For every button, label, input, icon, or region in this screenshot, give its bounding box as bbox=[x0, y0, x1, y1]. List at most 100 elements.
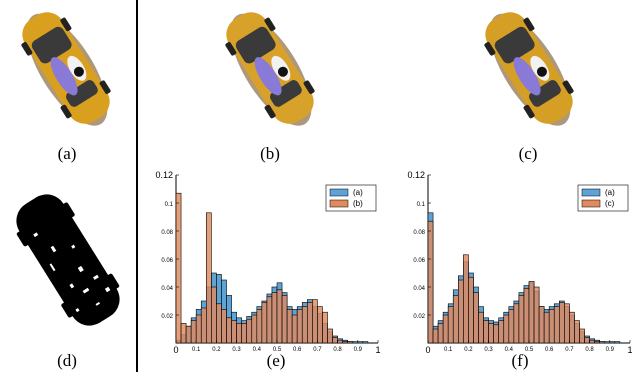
bar-series-b bbox=[211, 286, 217, 344]
bar-series-b bbox=[432, 328, 439, 344]
bar-series-b bbox=[261, 302, 268, 344]
x-tick-label: 0.8 bbox=[585, 347, 594, 353]
bar-series-b bbox=[216, 303, 222, 344]
bar-series-b bbox=[523, 288, 530, 344]
caption-f: (f) bbox=[511, 351, 529, 370]
caption-a: (a) bbox=[57, 144, 77, 163]
bar-series-b bbox=[528, 281, 535, 344]
y-tick-label: 0.06 bbox=[413, 258, 425, 264]
bar-series-b bbox=[543, 311, 550, 344]
bar-series-b bbox=[236, 323, 242, 344]
caption-b: (b) bbox=[260, 144, 280, 163]
x-tick-label: 0.8 bbox=[333, 347, 342, 353]
y-tick-label: 0.1 bbox=[417, 202, 426, 208]
car-image-a bbox=[21, 12, 111, 126]
bar-series-b bbox=[190, 320, 197, 344]
bar-series-b bbox=[266, 296, 273, 344]
bar-series-b bbox=[493, 324, 500, 344]
x-tick-label: 0.2 bbox=[464, 347, 473, 353]
bar-series-b bbox=[553, 306, 560, 344]
bar-series-b bbox=[175, 192, 182, 344]
bar-series-b bbox=[574, 320, 580, 344]
legend-label: (c) bbox=[605, 199, 615, 208]
panel-divider bbox=[136, 0, 138, 372]
caption-c: (c) bbox=[518, 144, 538, 163]
bar-series-a bbox=[357, 341, 364, 344]
x-tick-label: 0.5 bbox=[525, 347, 534, 353]
x-tick-label: 0.9 bbox=[606, 347, 615, 353]
y-tick-label: 0.12 bbox=[407, 170, 425, 180]
bar-series-b bbox=[589, 339, 595, 344]
x-tick-label: 1 bbox=[627, 345, 632, 355]
bar-series-b bbox=[483, 320, 489, 344]
y-tick-label: 0.02 bbox=[161, 314, 173, 320]
y-tick-label: 0.08 bbox=[413, 230, 425, 236]
y-tick-label: 0.08 bbox=[161, 230, 173, 236]
y-tick-label: 0.06 bbox=[161, 258, 173, 264]
x-tick-label: 0.6 bbox=[545, 347, 554, 353]
legend-swatch bbox=[581, 188, 601, 197]
x-tick-label: 0.7 bbox=[313, 347, 322, 353]
bar-series-a bbox=[362, 341, 369, 344]
bar-series-b bbox=[564, 303, 570, 344]
bar-series-b bbox=[468, 276, 474, 344]
x-tick-label: 0.3 bbox=[484, 347, 493, 353]
y-tick-label: 0.1 bbox=[165, 202, 174, 208]
bar-series-a bbox=[614, 341, 621, 344]
bar-series-b bbox=[584, 337, 590, 344]
legend-label: (a) bbox=[605, 188, 615, 197]
x-tick-label: 0.9 bbox=[354, 347, 363, 353]
bar-series-b bbox=[342, 341, 348, 344]
x-tick-label: 0.6 bbox=[293, 347, 302, 353]
y-tick-label: 0.04 bbox=[161, 286, 173, 292]
bar-series-b bbox=[347, 341, 354, 344]
bar-series-b bbox=[276, 289, 283, 344]
bar-series-b bbox=[478, 311, 484, 344]
x-tick-label: 0.4 bbox=[253, 347, 262, 353]
bar-series-b bbox=[246, 318, 253, 344]
x-tick-label: 0 bbox=[173, 345, 178, 355]
bar-series-a bbox=[604, 341, 611, 344]
bar-series-b bbox=[307, 302, 313, 344]
histogram-chart-e: 0 0.1 0.2 0.3 0.4 0.5 0.6 0.7 0.8 0.9 1 0.12 0.1 0.08… bbox=[155, 170, 380, 355]
bar-series-b bbox=[447, 306, 454, 344]
legend-swatch bbox=[329, 199, 349, 208]
bar-series-b bbox=[327, 328, 333, 344]
bar-series-b bbox=[533, 286, 540, 344]
legend-swatch bbox=[329, 188, 349, 197]
bar-series-b bbox=[442, 314, 449, 344]
bar-series-b bbox=[452, 295, 459, 344]
bar-series-b bbox=[559, 302, 565, 344]
bar-series-b bbox=[281, 295, 288, 344]
caption-e: (e) bbox=[266, 351, 286, 370]
y-tick-label: 0.12 bbox=[155, 170, 173, 180]
bar-series-b bbox=[185, 325, 192, 344]
bar-series-b bbox=[286, 309, 293, 344]
bar-series-b bbox=[579, 328, 585, 344]
bar-series-b bbox=[508, 309, 515, 344]
caption-d: (d) bbox=[57, 351, 77, 370]
bar-series-b bbox=[503, 314, 510, 344]
bar-series-b bbox=[206, 212, 212, 344]
x-tick-label: 1 bbox=[375, 345, 380, 355]
y-tick-label: 0.04 bbox=[413, 286, 425, 292]
bar-series-b bbox=[548, 309, 555, 344]
x-tick-label: 0.3 bbox=[232, 347, 241, 353]
car-image-c bbox=[484, 12, 574, 126]
bar-series-b bbox=[332, 337, 338, 344]
x-tick-label: 0.1 bbox=[444, 347, 453, 353]
legend-swatch bbox=[581, 199, 601, 208]
bar-series-b bbox=[296, 309, 303, 344]
bar-series-a bbox=[609, 341, 616, 344]
bar-series-b bbox=[322, 311, 328, 344]
bar-series-b bbox=[180, 323, 187, 344]
bar-series-b bbox=[301, 306, 308, 344]
x-tick-label: 0.7 bbox=[565, 347, 574, 353]
bar-series-b bbox=[538, 306, 545, 344]
bar-series-b bbox=[312, 299, 318, 344]
bar-series-b bbox=[256, 309, 263, 344]
histogram-chart-f: 0 0.1 0.2 0.3 0.4 0.5 0.6 0.7 0.8 0.9 1 0.12 0.1 0.08… bbox=[407, 170, 632, 355]
bar-series-b bbox=[488, 323, 494, 344]
car-image-b bbox=[225, 12, 315, 126]
bar-series-b bbox=[195, 314, 202, 344]
